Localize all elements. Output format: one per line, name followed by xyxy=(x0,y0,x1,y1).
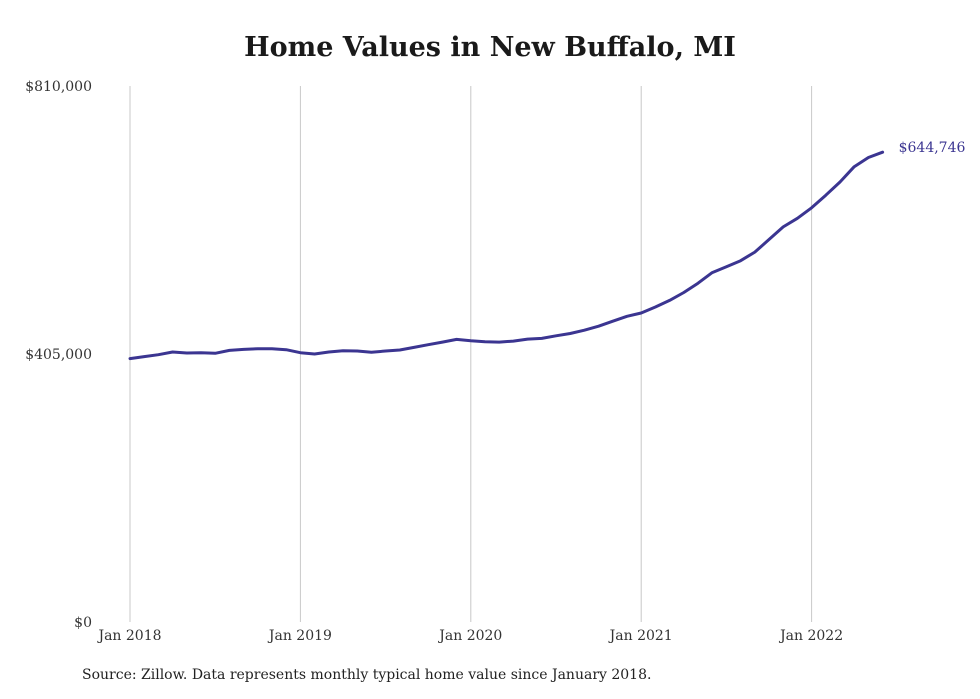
series-line xyxy=(128,150,885,361)
end-value-label: $644,746 xyxy=(899,140,966,156)
x-tick-label: Jan 2019 xyxy=(267,628,332,644)
x-tick-label: Jan 2020 xyxy=(437,628,502,644)
x-tick-label: Jan 2018 xyxy=(96,628,161,644)
x-tick-label: Jan 2022 xyxy=(778,628,843,644)
source-note: Source: Zillow. Data represents monthly … xyxy=(82,667,652,683)
chart-title: Home Values in New Buffalo, MI xyxy=(244,32,736,63)
x-tick-label: Jan 2021 xyxy=(608,628,673,644)
y-tick-label: $810,000 xyxy=(25,79,92,95)
y-axis-tick-labels: $0 $405,000 $810,000 xyxy=(25,79,92,631)
grid-lines xyxy=(129,86,813,622)
y-tick-label: $405,000 xyxy=(25,347,92,363)
x-axis-tick-labels: Jan 2018 Jan 2019 Jan 2020 Jan 2021 Jan 2022 xyxy=(96,628,843,644)
y-tick-label: $0 xyxy=(74,615,92,631)
